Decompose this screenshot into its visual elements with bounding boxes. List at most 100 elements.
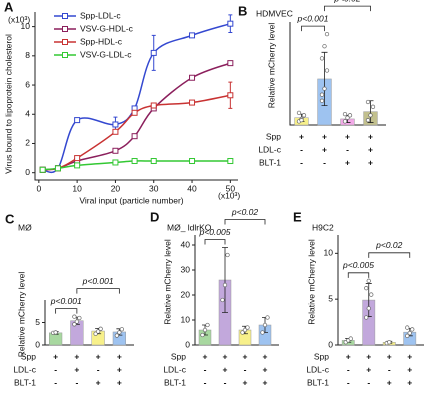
- condition-sign: +: [263, 377, 268, 387]
- condition-label: Spp: [171, 351, 186, 361]
- data-point: [240, 330, 245, 335]
- data-point: [365, 118, 371, 123]
- data-point: [319, 92, 325, 97]
- axes: [34, 12, 238, 181]
- panel-label: D: [150, 209, 159, 224]
- condition-label: Spp: [314, 351, 329, 361]
- panel-title: H9C2: [312, 222, 334, 232]
- data-point: [112, 147, 119, 154]
- condition-sign: +: [407, 377, 412, 387]
- data-point: [369, 292, 374, 297]
- panel-title: HDMVEC: [256, 8, 293, 18]
- x-tick-label: 30: [149, 183, 159, 193]
- panel-label: C: [5, 211, 15, 226]
- panel-label: A: [4, 0, 14, 14]
- data-point: [74, 155, 81, 162]
- condition-sign: +: [368, 157, 373, 167]
- condition-sign: +: [407, 364, 412, 374]
- data-point: [342, 119, 348, 124]
- panel-title: MØ_ ldlrKO: [167, 222, 212, 232]
- data-point: [222, 282, 228, 288]
- condition-sign: +: [387, 351, 392, 361]
- sig-label: p<0.02: [333, 0, 361, 3]
- sig-label: p<0.001: [297, 13, 329, 23]
- y-tick-label: 30: [181, 264, 191, 274]
- x-tick-label: 40: [187, 183, 197, 193]
- y-tick-label: 0: [185, 339, 190, 349]
- data-point: [387, 340, 392, 345]
- legend-marker: [62, 13, 68, 19]
- condition-sign: +: [322, 144, 327, 154]
- data-point: [117, 330, 122, 335]
- condition-sign: +: [96, 377, 101, 387]
- legend-label: VSV-G-HDL-c: [80, 23, 134, 33]
- y-tick-label: 6: [25, 79, 30, 89]
- condition-sign: +: [117, 351, 122, 361]
- data-point: [364, 315, 369, 320]
- data-point: [368, 113, 373, 118]
- condition-sign: +: [366, 364, 371, 374]
- condition-sign: +: [223, 364, 228, 374]
- data-point: [225, 252, 230, 258]
- data-point: [227, 92, 234, 99]
- x-axis-label: Viral input (particle number): [79, 195, 183, 205]
- condition-label: LDL-c: [13, 364, 36, 374]
- legend-marker: [62, 52, 68, 58]
- data-point: [227, 158, 234, 165]
- data-point: [74, 319, 80, 324]
- y-axis-label: Virus bound to lipoprotein cholesterol: [3, 34, 13, 174]
- condition-sign: +: [74, 364, 79, 374]
- data-point: [200, 332, 205, 338]
- sig-bracket: [204, 239, 226, 245]
- condition-sign: +: [368, 131, 373, 141]
- y-tick-label: 8: [25, 50, 30, 60]
- condition-sign: +: [223, 351, 228, 361]
- data-point: [77, 315, 82, 321]
- condition-sign: +: [117, 377, 122, 387]
- data-point: [54, 165, 61, 172]
- data-point: [366, 306, 371, 311]
- data-point: [220, 297, 225, 303]
- condition-sign: +: [53, 351, 58, 361]
- y-axis-label: Relative mCherry level: [306, 239, 316, 325]
- condition-sign: -: [323, 157, 326, 167]
- data-point: [114, 333, 120, 338]
- condition-sign: -: [300, 157, 303, 167]
- data-point: [131, 158, 138, 165]
- x-tick-label: 20: [111, 183, 121, 193]
- data-point: [189, 32, 196, 39]
- legend-marker: [62, 26, 68, 32]
- data-point: [242, 327, 248, 333]
- y-tick-label: 10: [324, 248, 334, 258]
- axes: [289, 22, 386, 126]
- data-point: [72, 322, 77, 327]
- y-tick-label: 10: [21, 21, 31, 31]
- legend-marker: [62, 39, 68, 45]
- data-point: [227, 20, 234, 27]
- data-point: [324, 31, 330, 37]
- condition-sign: -: [347, 377, 350, 387]
- data-point: [299, 118, 304, 123]
- y-tick-label: 0: [35, 339, 40, 349]
- sig-label: p<0.001: [82, 276, 114, 286]
- condition-sign: +: [96, 351, 101, 361]
- condition-sign: +: [263, 351, 268, 361]
- condition-sign: +: [346, 351, 351, 361]
- condition-label: Spp: [266, 131, 281, 141]
- condition-label: BLT-1: [307, 377, 329, 387]
- x-tick-label: 50: [226, 183, 236, 193]
- condition-sign: +: [407, 351, 412, 361]
- data-point: [342, 111, 348, 117]
- data-point: [150, 49, 157, 56]
- data-point: [119, 327, 125, 332]
- condition-sign: +: [243, 351, 248, 361]
- data-point: [227, 60, 234, 67]
- data-point: [347, 113, 353, 118]
- data-point: [324, 68, 330, 73]
- data-point: [319, 98, 325, 103]
- sig-label: p<0.001: [50, 296, 82, 306]
- condition-sign: +: [345, 131, 350, 141]
- condition-sign: +: [243, 377, 248, 387]
- sig-bracket: [368, 252, 411, 258]
- data-point: [407, 330, 412, 336]
